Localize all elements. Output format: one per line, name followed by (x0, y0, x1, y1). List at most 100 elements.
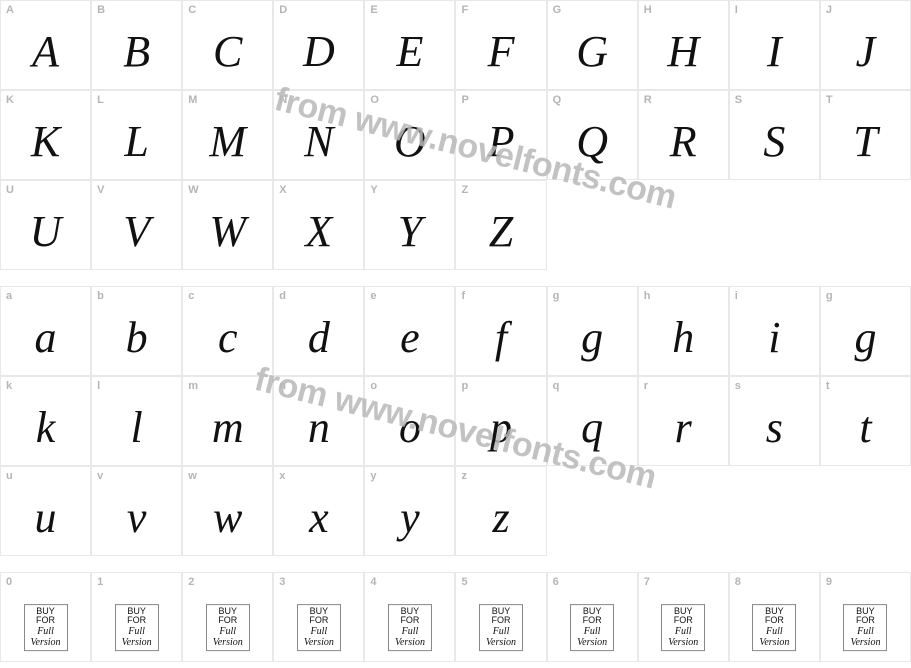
glyph-cell: LL (91, 90, 182, 180)
cell-label: p (461, 380, 468, 392)
glyph: p (490, 406, 512, 450)
glyph-cell: ll (91, 376, 182, 466)
glyph: o (399, 406, 421, 450)
glyph: C (213, 30, 242, 74)
glyph: V (123, 210, 150, 254)
empty-cell (820, 466, 911, 556)
glyph-cell: UU (0, 180, 91, 270)
cell-label: v (97, 470, 103, 482)
glyph-cell: OO (364, 90, 455, 180)
glyph-cell: 6BUY FORFull Version (547, 572, 638, 662)
cell-label: s (735, 380, 741, 392)
glyph-cell: 5BUY FORFull Version (455, 572, 546, 662)
glyph-cell: dd (273, 286, 364, 376)
glyph: T (853, 120, 877, 164)
glyph-cell: pp (455, 376, 546, 466)
glyph: D (303, 30, 335, 74)
cell-label: g (826, 290, 833, 302)
glyph-cell: nn (273, 376, 364, 466)
glyph-cell: 8BUY FORFull Version (729, 572, 820, 662)
glyph: f (495, 316, 507, 360)
glyph: z (492, 496, 509, 540)
cell-label: S (735, 94, 742, 106)
digit-placeholder-box: BUY FORFull Version (388, 604, 432, 652)
glyph: y (400, 496, 420, 540)
glyph: A (32, 30, 59, 74)
glyph-cell: uu (0, 466, 91, 556)
cell-label: b (97, 290, 104, 302)
cell-label: t (826, 380, 830, 392)
glyph: J (856, 30, 876, 74)
cell-label: l (97, 380, 100, 392)
cell-label: 3 (279, 576, 285, 588)
glyph: U (30, 210, 62, 254)
digit-placeholder-box: BUY FORFull Version (661, 604, 705, 652)
cell-label: A (6, 4, 14, 16)
empty-cell (638, 466, 729, 556)
glyph-cell: YY (364, 180, 455, 270)
glyph-cell: XX (273, 180, 364, 270)
cell-label: G (553, 4, 562, 16)
cell-label: V (97, 184, 104, 196)
glyph-cell: qq (547, 376, 638, 466)
cell-label: 7 (644, 576, 650, 588)
glyph: v (127, 496, 147, 540)
glyph: m (212, 406, 244, 450)
glyph: R (670, 120, 697, 164)
glyph: S (763, 120, 785, 164)
glyph: Y (398, 210, 422, 254)
glyph: E (396, 30, 423, 74)
cell-label: F (461, 4, 468, 16)
glyph: M (209, 120, 246, 164)
cell-label: m (188, 380, 198, 392)
glyph: r (675, 406, 692, 450)
cell-label: Z (461, 184, 468, 196)
glyph: h (672, 316, 694, 360)
glyph: d (308, 316, 330, 360)
cell-label: C (188, 4, 196, 16)
cell-label: c (188, 290, 194, 302)
cell-label: x (279, 470, 285, 482)
glyph-cell: ff (455, 286, 546, 376)
glyph-cell: tt (820, 376, 911, 466)
cell-label: B (97, 4, 105, 16)
empty-cell (820, 180, 911, 270)
cell-label: 5 (461, 576, 467, 588)
cell-label: u (6, 470, 13, 482)
cell-label: Y (370, 184, 377, 196)
cell-label: r (644, 380, 648, 392)
cell-label: O (370, 94, 379, 106)
glyph-cell: yy (364, 466, 455, 556)
glyph-cell: ss (729, 376, 820, 466)
glyph-cell: TT (820, 90, 911, 180)
glyph-cell: ZZ (455, 180, 546, 270)
glyph-cell: zz (455, 466, 546, 556)
cell-label: 4 (370, 576, 376, 588)
glyph-cell: xx (273, 466, 364, 556)
cell-label: a (6, 290, 12, 302)
cell-label: M (188, 94, 197, 106)
cell-label: o (370, 380, 377, 392)
glyph-cell: 0BUY FORFull Version (0, 572, 91, 662)
glyph: b (126, 316, 148, 360)
glyph-cell: 9BUY FORFull Version (820, 572, 911, 662)
glyph: B (123, 30, 150, 74)
glyph-cell: 2BUY FORFull Version (182, 572, 273, 662)
glyph-cell: II (729, 0, 820, 90)
cell-label: y (370, 470, 376, 482)
glyph-cell: oo (364, 376, 455, 466)
glyph-cell: KK (0, 90, 91, 180)
glyph: K (31, 120, 60, 164)
glyph-cell: 1BUY FORFull Version (91, 572, 182, 662)
glyph-cell: JJ (820, 0, 911, 90)
glyph-cell: RR (638, 90, 729, 180)
cell-label: n (279, 380, 286, 392)
glyph-cell: 4 BUY FORFull Version (364, 572, 455, 662)
glyph-cell: vv (91, 466, 182, 556)
glyph: a (35, 316, 57, 360)
glyph: Q (576, 120, 608, 164)
empty-cell (547, 180, 638, 270)
glyph: g (854, 316, 876, 360)
grid-spacer (0, 556, 911, 572)
glyph-cell: HH (638, 0, 729, 90)
